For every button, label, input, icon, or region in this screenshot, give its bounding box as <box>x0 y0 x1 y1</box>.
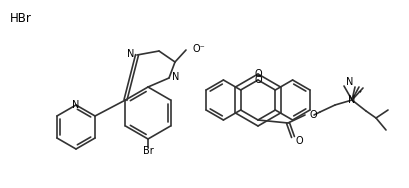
Text: O: O <box>295 136 303 146</box>
Text: HBr: HBr <box>10 11 32 24</box>
Text: Br: Br <box>142 146 153 156</box>
Text: O⁻: O⁻ <box>193 44 205 54</box>
Text: N: N <box>126 49 134 59</box>
Text: ⁺: ⁺ <box>356 89 361 99</box>
Text: O: O <box>309 110 317 120</box>
Text: N: N <box>72 100 79 110</box>
Text: O: O <box>254 75 261 85</box>
Text: N: N <box>346 77 353 87</box>
Text: N: N <box>172 72 179 82</box>
Text: N: N <box>348 95 355 105</box>
Text: O: O <box>254 69 261 79</box>
